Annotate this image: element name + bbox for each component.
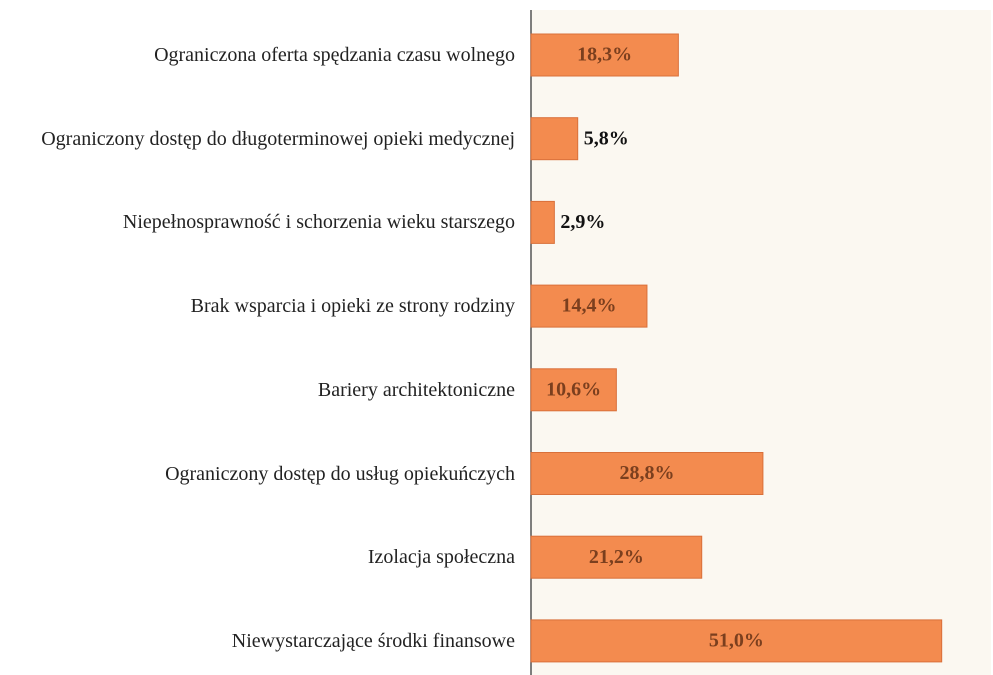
value-label: 21,2%	[589, 546, 644, 568]
category-label: Niepełnosprawność i schorzenia wieku sta…	[10, 209, 515, 235]
value-label: 2,9%	[560, 211, 605, 233]
bar	[530, 368, 617, 412]
category-text: Bariery architektoniczne	[317, 378, 515, 401]
value-label: 18,3%	[577, 44, 632, 66]
bar	[530, 284, 648, 328]
bar	[530, 619, 943, 663]
value-label: 14,4%	[561, 295, 616, 317]
value-label: 51,0%	[709, 629, 764, 651]
value-label: 5,8%	[584, 127, 629, 149]
category-text: Ograniczona oferta spędzania czasu wolne…	[154, 44, 515, 66]
category-text: Izolacja społeczna	[367, 546, 515, 569]
category-text: Niepełnosprawność i schorzenia wieku sta…	[122, 211, 515, 234]
category-label: Niewystarczające środki finansowe	[10, 628, 515, 654]
bar	[530, 452, 764, 495]
category-label: Ograniczony dostęp do długoterminowej op…	[10, 126, 515, 152]
value-label: 28,8%	[619, 462, 674, 484]
bar	[530, 200, 555, 244]
bar	[530, 117, 579, 161]
value-label: 10,6%	[546, 378, 601, 400]
category-label: Bariery architektoniczne	[10, 377, 515, 403]
bar	[530, 33, 679, 77]
category-label: Brak wsparcia i opieki ze strony rodziny	[10, 293, 515, 319]
category-label: Ograniczona oferta spędzania czasu wolne…	[10, 42, 515, 68]
category-label: Ograniczony dostęp do usług opiekuńczych	[10, 461, 515, 487]
category-text: Ograniczony dostęp do długoterminowej op…	[41, 127, 515, 150]
category-text: Niewystarczające środki finansowe	[231, 629, 515, 652]
category-text: Ograniczony dostęp do usług opiekuńczych	[165, 462, 515, 485]
bar	[530, 535, 703, 579]
category-text: Brak wsparcia i opieki ze strony rodziny	[190, 295, 515, 318]
category-label: Izolacja społeczna	[10, 544, 515, 570]
